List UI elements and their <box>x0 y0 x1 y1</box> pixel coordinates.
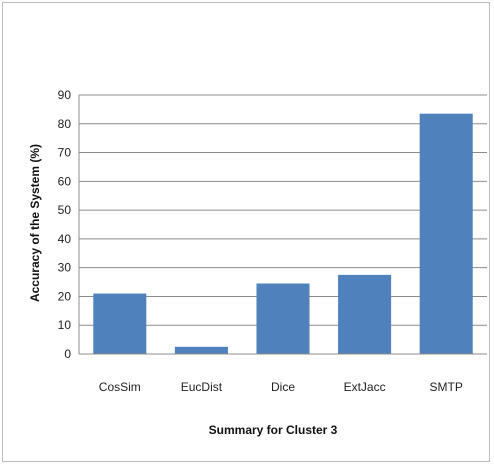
bars <box>93 113 473 354</box>
y-tick-label: 10 <box>58 318 72 332</box>
y-tick-label: 60 <box>58 174 72 188</box>
x-axis-title: Summary for Cluster 3 <box>209 423 338 437</box>
bar-chart: 0 10 20 30 40 50 60 70 80 90 CosSim EucDist Dice Ext… <box>28 88 487 437</box>
y-tick-label: 40 <box>58 232 72 246</box>
x-tick-label: EucDist <box>181 380 223 394</box>
x-tick-label: Dice <box>271 380 295 394</box>
y-tick-label: 30 <box>58 261 72 275</box>
bar-extjacc <box>338 274 392 354</box>
y-tick-label: 80 <box>58 117 72 131</box>
y-axis-title: Accuracy of the System (%) <box>28 144 42 302</box>
y-tick-label: 70 <box>58 146 72 160</box>
gridlines <box>79 94 487 326</box>
bar-dice <box>256 283 310 354</box>
bar-smtp <box>419 113 473 354</box>
axes <box>78 95 487 355</box>
bar-cossim <box>93 293 147 354</box>
x-tick-label: CosSim <box>99 380 141 394</box>
bar-eucdist <box>174 346 228 354</box>
y-tick-label: 90 <box>58 88 72 102</box>
y-tick-label: 0 <box>64 347 71 361</box>
chart-frame: 0 10 20 30 40 50 60 70 80 90 CosSim EucDist Dice Ext… <box>2 2 490 462</box>
x-tick-labels: CosSim EucDist Dice ExtJacc SMTP <box>99 380 463 394</box>
y-tick-labels: 0 10 20 30 40 50 60 70 80 90 <box>58 88 72 361</box>
y-tick-label: 50 <box>58 203 72 217</box>
y-tick-label: 20 <box>58 289 72 303</box>
x-tick-label: ExtJacc <box>344 380 386 394</box>
x-tick-label: SMTP <box>430 380 463 394</box>
